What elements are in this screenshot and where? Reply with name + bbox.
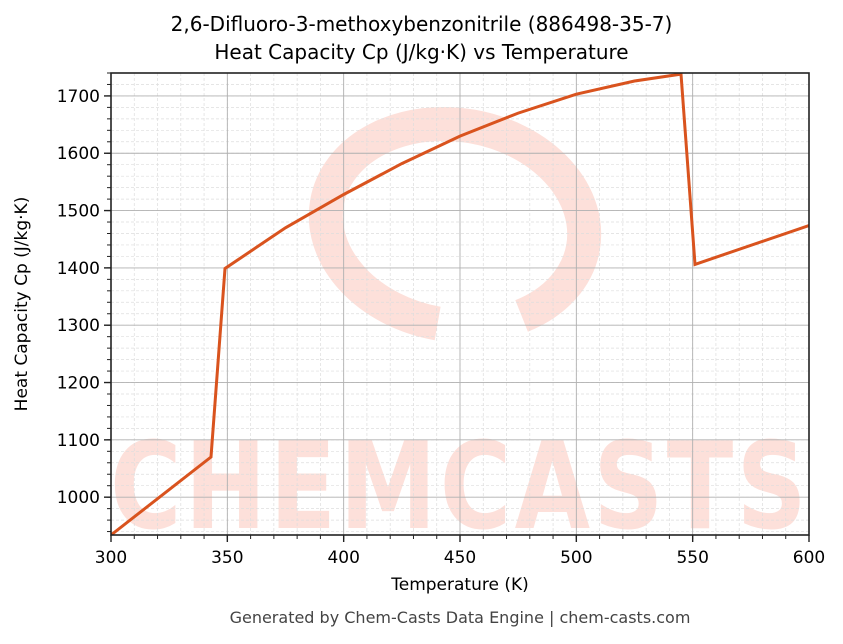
svg-text:350: 350 [211, 548, 243, 568]
axis-tick-labels: 300 350 400 450 500 550 600 1000 1100 1200 1300 140… [57, 87, 825, 568]
svg-text:550: 550 [676, 548, 708, 568]
svg-text:CHEMCASTS: CHEMCASTS [110, 418, 810, 557]
svg-text:1300: 1300 [57, 316, 100, 336]
chart-title-line1: 2,6-Difluoro-3-methoxybenzonitrile (8864… [170, 12, 673, 36]
svg-text:1100: 1100 [57, 431, 100, 451]
svg-text:600: 600 [793, 548, 825, 568]
axis-ticks [104, 72, 810, 542]
svg-text:1200: 1200 [57, 374, 100, 394]
footer-credit: Generated by Chem-Casts Data Engine | ch… [229, 608, 691, 627]
svg-text:1700: 1700 [57, 87, 100, 107]
x-axis-label: Temperature (K) [391, 575, 529, 595]
svg-text:400: 400 [327, 548, 359, 568]
chart-title-line2: Heat Capacity Cp (J/kg·K) vs Temperature [214, 40, 629, 64]
cp-series-line [111, 73, 809, 535]
svg-text:1500: 1500 [57, 202, 100, 222]
svg-text:1000: 1000 [57, 488, 100, 508]
svg-text:1400: 1400 [57, 259, 100, 279]
svg-text:500: 500 [560, 548, 592, 568]
svg-text:300: 300 [95, 548, 127, 568]
svg-text:1600: 1600 [57, 144, 100, 164]
y-axis-label: Heat Capacity Cp (J/kg·K) [12, 196, 32, 412]
svg-text:450: 450 [444, 548, 476, 568]
grid-major [110, 73, 810, 535]
